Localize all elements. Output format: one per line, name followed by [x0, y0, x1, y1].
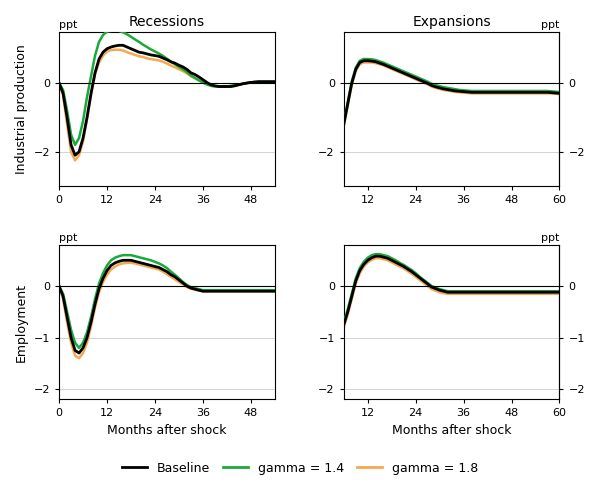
- Legend: Baseline, gamma = 1.4, gamma = 1.8: Baseline, gamma = 1.4, gamma = 1.8: [117, 457, 483, 480]
- Text: ppt: ppt: [541, 20, 559, 30]
- Title: Recessions: Recessions: [129, 15, 205, 29]
- Y-axis label: Employment: Employment: [15, 283, 28, 362]
- X-axis label: Months after shock: Months after shock: [392, 424, 511, 437]
- X-axis label: Months after shock: Months after shock: [107, 424, 227, 437]
- Text: ppt: ppt: [541, 233, 559, 243]
- Text: ppt: ppt: [59, 233, 77, 243]
- Title: Expansions: Expansions: [412, 15, 491, 29]
- Text: ppt: ppt: [59, 20, 77, 30]
- Y-axis label: Industrial production: Industrial production: [15, 44, 28, 174]
